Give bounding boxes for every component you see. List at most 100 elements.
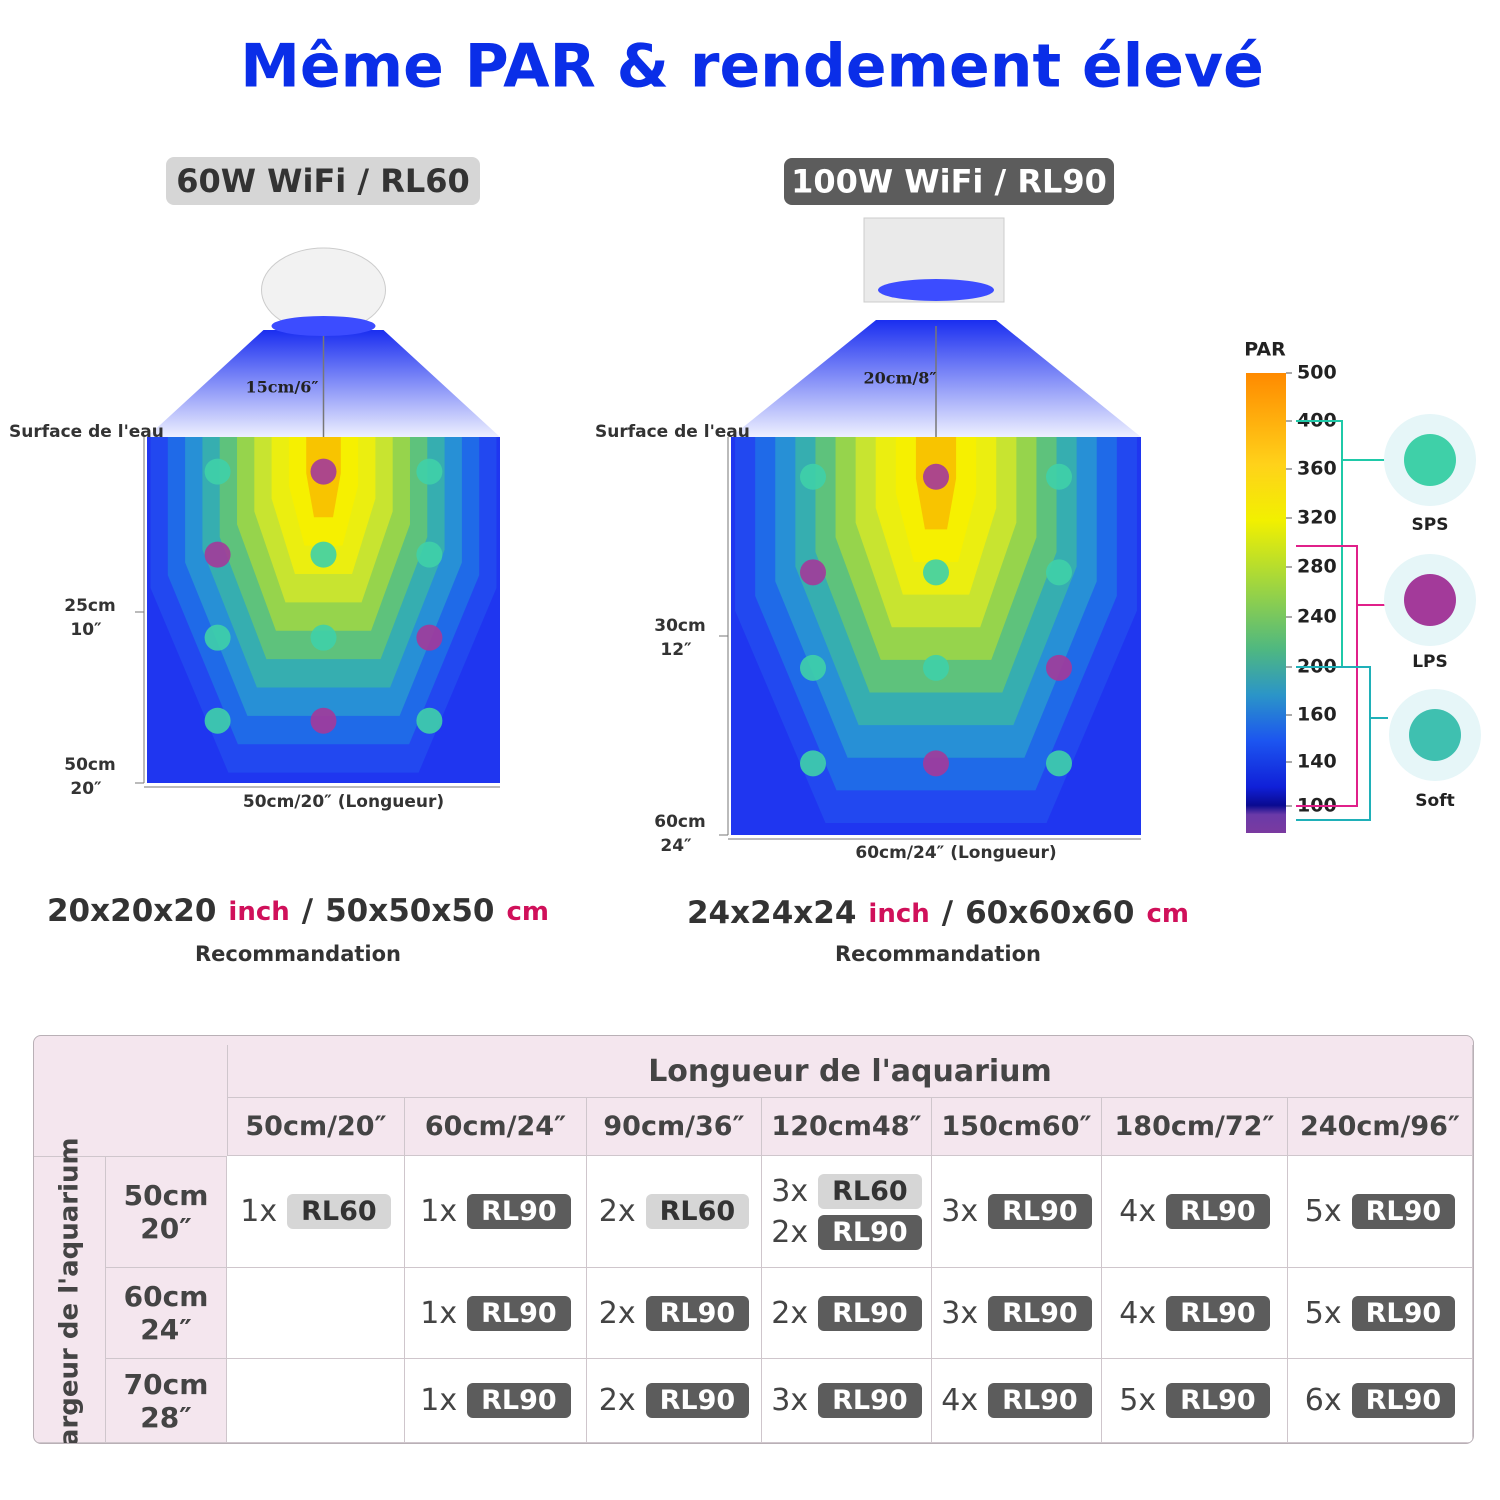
model-badge: RL90 — [1166, 1383, 1270, 1418]
coral-label: Soft — [1415, 791, 1454, 811]
count: 5x — [1119, 1383, 1157, 1418]
table-cell: 5x RL90 — [1288, 1268, 1473, 1359]
table-cell: 1x RL90 — [405, 1359, 587, 1443]
row-label-text: 50cm — [123, 1179, 209, 1212]
cell-entry: 2x RL90 — [598, 1383, 750, 1418]
par-tick-label: 360 — [1297, 458, 1337, 480]
coral — [310, 458, 337, 485]
caption: Recommandation — [835, 942, 1041, 966]
cell-entry: 1x RL60 — [240, 1194, 391, 1229]
table-cell: 1x RL90 — [405, 1156, 587, 1268]
cell-entry: 2x RL60 — [599, 1194, 750, 1229]
size-line: 24x24x24 inch / 60x60x60 cm — [687, 895, 1189, 931]
depth-cm: 60cm — [654, 812, 705, 832]
table-cell: 4x RL90 — [1102, 1156, 1288, 1268]
model-badge: RL90 — [1351, 1383, 1456, 1418]
table-cell: 5x RL90 — [1288, 1156, 1473, 1268]
count: 1x — [420, 1383, 458, 1418]
row-label: 50cm 20″ — [106, 1156, 227, 1268]
size-size-cm: 60x60x60 — [965, 895, 1134, 931]
table-cell: 4x RL90 — [932, 1359, 1102, 1443]
height-label: 15cm/6″ — [245, 378, 318, 397]
par-tick-label: 140 — [1297, 751, 1337, 773]
cell-entry: 3x RL90 — [771, 1383, 922, 1418]
coral-icon — [1409, 709, 1461, 761]
model-badge: RL60 — [287, 1194, 391, 1229]
column-label-text: 240cm/96″ — [1300, 1111, 1460, 1142]
recommendation-table: Longueur de l'aquarium 50cm/20″ 60cm/24″ 90… — [33, 1035, 1474, 1444]
table-cell: 1x RL60 — [227, 1156, 405, 1268]
table-cell — [227, 1359, 405, 1443]
row-label-text: 70cm — [123, 1367, 209, 1401]
table-cell: 3x RL90 — [932, 1268, 1102, 1359]
coral-icon — [1404, 574, 1456, 626]
count: 3x — [941, 1194, 979, 1229]
cell-entry: 4x RL90 — [1119, 1194, 1270, 1229]
coral — [416, 707, 443, 734]
coral — [1046, 463, 1072, 490]
model-badge: RL90 — [818, 1214, 922, 1250]
cell-entry: 1x RL90 — [420, 1383, 571, 1418]
coral — [310, 541, 337, 568]
model-badge: RL90 — [467, 1194, 571, 1229]
coral — [800, 559, 826, 586]
model-badge: RL90 — [645, 1295, 750, 1331]
column-label: 150cm60″ — [932, 1098, 1102, 1156]
size-cm-unit: cm — [507, 897, 550, 927]
model-badge: RL90 — [988, 1383, 1092, 1418]
count: 1x — [420, 1194, 458, 1229]
row-header-text: Largeur de l'aquarium — [54, 1136, 85, 1444]
model-pill — [784, 158, 1114, 205]
count: 4x — [941, 1383, 979, 1418]
coral — [1046, 654, 1072, 681]
model-label: 60W WiFi / RL60 — [176, 162, 470, 200]
column-label-text: 90cm/36″ — [603, 1111, 745, 1142]
cell-entry: 4x RL90 — [941, 1383, 1092, 1418]
table-cell: 2x RL90 — [587, 1268, 762, 1359]
size-separator: / — [942, 895, 954, 931]
table-cell: 4x RL90 — [1102, 1268, 1288, 1359]
model-pill — [166, 157, 480, 205]
length-label: 60cm/24″ (Longueur) — [855, 843, 1056, 863]
model-badge: RL90 — [988, 1194, 1092, 1229]
coral — [204, 458, 231, 485]
coral — [416, 458, 443, 485]
par-bracket — [1296, 545, 1358, 807]
count: 4x — [1119, 1295, 1157, 1331]
row-header: Largeur de l'aquarium — [34, 1137, 106, 1443]
table-cell: 3x RL90 — [762, 1359, 932, 1443]
column-label: 120cm48″ — [762, 1098, 932, 1156]
coral — [310, 707, 337, 734]
depth-cm: 50cm — [64, 755, 115, 775]
count: 2x — [598, 1383, 636, 1418]
cell-entry: 5x RL90 — [1119, 1383, 1270, 1418]
cell-entry: 2x RL90 — [771, 1214, 922, 1250]
cell-entry: 3x RL60 — [771, 1173, 922, 1209]
model-badge: RL90 — [1166, 1295, 1270, 1331]
length-label: 50cm/20″ (Longueur) — [243, 792, 444, 812]
coral — [416, 541, 443, 568]
coral — [923, 559, 949, 586]
model-badge: RL90 — [467, 1295, 571, 1331]
table-cell: 3x RL60 2x RL90 — [762, 1156, 932, 1268]
height-label: 20cm/8″ — [863, 369, 936, 388]
coral — [416, 624, 443, 651]
count: 6x — [1304, 1383, 1342, 1418]
cell-entry: 3x RL90 — [941, 1295, 1092, 1331]
column-header: Longueur de l'aquarium — [227, 1045, 1473, 1098]
coral — [923, 750, 949, 777]
column-label: 90cm/36″ — [587, 1098, 762, 1156]
coral — [1046, 559, 1072, 586]
model-badge: RL90 — [1351, 1295, 1456, 1331]
cell-entry: 4x RL90 — [1119, 1295, 1270, 1331]
column-label: 50cm/20″ — [227, 1098, 405, 1156]
depth-in: 24″ — [660, 836, 692, 856]
column-label: 240cm/96″ — [1288, 1098, 1473, 1156]
coral — [204, 707, 231, 734]
caption: Recommandation — [195, 942, 401, 966]
par-tick-label: 240 — [1297, 606, 1337, 628]
column-label: 180cm/72″ — [1102, 1098, 1288, 1156]
size-cm-unit: cm — [1147, 899, 1190, 929]
size-line: 20x20x20 inch / 50x50x50 cm — [47, 893, 549, 929]
depth-in: 12″ — [660, 640, 692, 660]
